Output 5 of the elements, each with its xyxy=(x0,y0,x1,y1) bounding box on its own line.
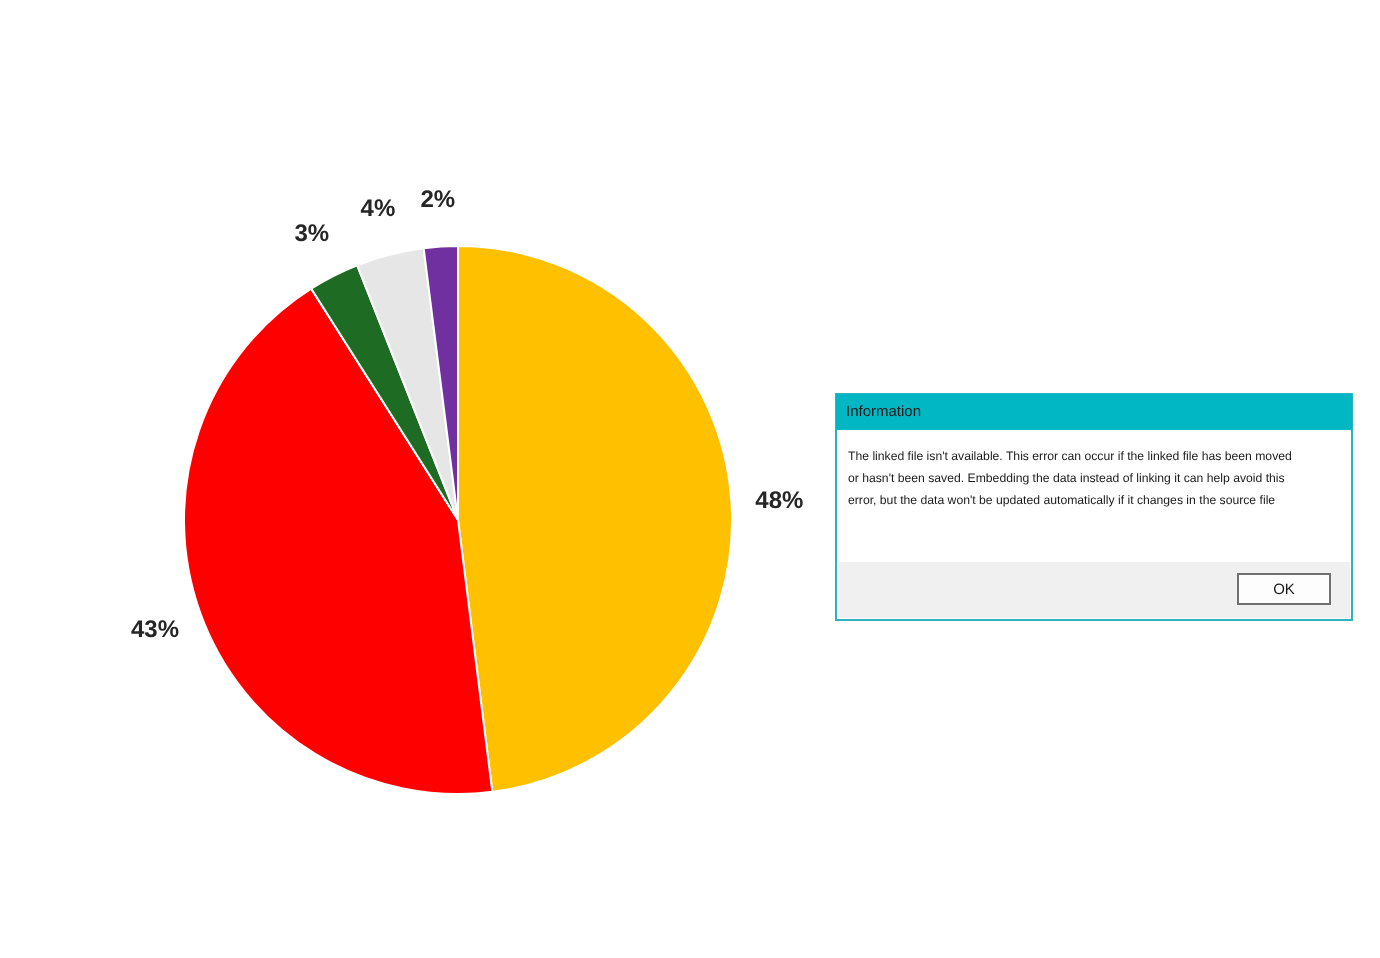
data-label: 3% xyxy=(294,219,330,248)
data-label: 2% xyxy=(420,184,456,213)
data-label: 48% xyxy=(755,485,805,514)
data-label: 43% xyxy=(131,615,180,644)
data-label: 4% xyxy=(360,194,396,223)
